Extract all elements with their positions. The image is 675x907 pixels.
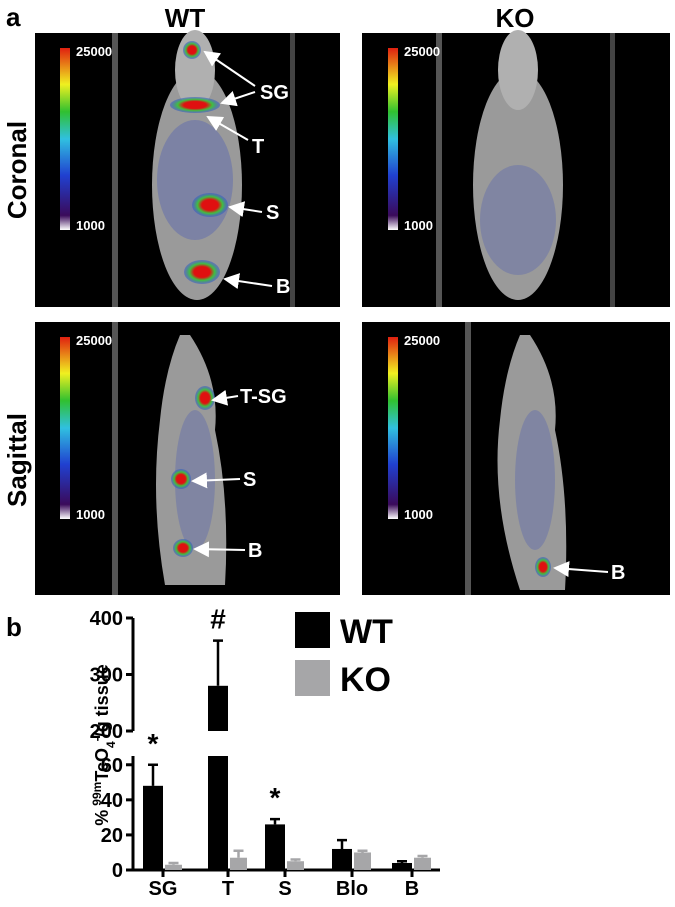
colorbar: 25000 1000	[60, 44, 112, 233]
y-tick-label: 200	[90, 721, 123, 743]
colorbar-min: 1000	[76, 218, 105, 233]
image-sagittal-ko	[362, 322, 670, 595]
bar	[208, 685, 228, 731]
image-sagittal-wt	[35, 322, 340, 595]
y-tick-label: 400	[90, 608, 123, 630]
error-bar	[357, 849, 368, 853]
y-tick-label: 300	[90, 665, 123, 687]
bar	[392, 862, 412, 870]
bar	[354, 852, 371, 870]
image-coronal-wt	[35, 30, 340, 307]
bar	[165, 864, 182, 870]
annotation: S	[266, 202, 279, 224]
error-bar	[148, 763, 158, 786]
error-bar	[233, 849, 244, 858]
row-title: Sagittal	[2, 413, 32, 507]
annotation: S	[243, 469, 256, 491]
error-bar	[397, 859, 407, 863]
error-bar	[417, 854, 428, 858]
error-bar	[270, 817, 280, 825]
error-bar	[213, 639, 223, 686]
panel-label: a	[6, 2, 21, 32]
image-coronal-ko	[362, 30, 670, 307]
error-bar	[337, 838, 347, 849]
colorbar-max: 25000	[76, 333, 112, 348]
colorbar-max: 25000	[404, 44, 440, 59]
y-tick-label: 20	[101, 825, 123, 847]
bar	[265, 824, 285, 870]
y-axis-label: % 99mTcO4-/g tissue	[90, 664, 118, 825]
annotation: B	[248, 540, 262, 562]
y-label-part: 99m	[90, 782, 104, 806]
y-tick-label: 0	[112, 860, 123, 882]
x-tick-label: Blo	[336, 878, 368, 900]
x-tick-label: S	[278, 878, 291, 900]
colorbar-max: 25000	[404, 333, 440, 348]
error-bar	[168, 861, 179, 865]
annotation: *	[270, 782, 281, 813]
error-bar	[290, 858, 301, 862]
arrows	[191, 50, 609, 578]
x-tick-label: B	[405, 878, 419, 900]
panel-label: b	[6, 612, 22, 642]
bar	[208, 756, 228, 870]
bar	[332, 848, 352, 870]
annotation: *	[148, 728, 159, 759]
y-label-part: TcO	[92, 748, 112, 782]
colorbar-min: 1000	[404, 507, 433, 522]
row-title: Coronal	[2, 121, 32, 219]
legend-label: WT	[340, 613, 393, 651]
legend-swatch	[295, 612, 330, 648]
colorbar: 25000 1000	[60, 333, 112, 522]
annotation: B	[611, 562, 625, 584]
y-label-part: /g tissue	[92, 664, 112, 737]
colorbar: 25000 1000	[388, 44, 440, 233]
bar	[230, 857, 247, 870]
y-label-part: -	[90, 737, 104, 741]
y-tick-label: 40	[101, 790, 123, 812]
annotation: B	[276, 276, 290, 298]
annotation: T	[252, 136, 264, 158]
annotation: SG	[260, 82, 289, 104]
y-tick-label: 60	[101, 755, 123, 777]
legend-swatch	[295, 660, 330, 696]
colorbar-min: 1000	[404, 218, 433, 233]
x-tick-label: SG	[149, 878, 178, 900]
y-label-part: %	[92, 810, 112, 826]
chart: 0 20 40 60 200 300 400 SG T S Blo B * # * WT KO	[90, 604, 440, 900]
bar	[414, 857, 431, 870]
panel-a: a WT KO Coronal Sagittal 25000 1000 2500…	[2, 2, 670, 595]
x-tick-label: T	[222, 878, 234, 900]
legend-label: KO	[340, 661, 391, 699]
colorbar-min: 1000	[76, 507, 105, 522]
column-title: WT	[165, 3, 206, 33]
colorbar-max: 25000	[76, 44, 112, 59]
bar	[287, 861, 304, 870]
bar	[143, 785, 163, 870]
annotation: T-SG	[240, 386, 287, 408]
y-label-part: 4	[104, 741, 118, 748]
colorbar: 25000 1000	[388, 333, 440, 522]
column-title: KO	[496, 3, 535, 33]
annotation: #	[210, 604, 226, 635]
